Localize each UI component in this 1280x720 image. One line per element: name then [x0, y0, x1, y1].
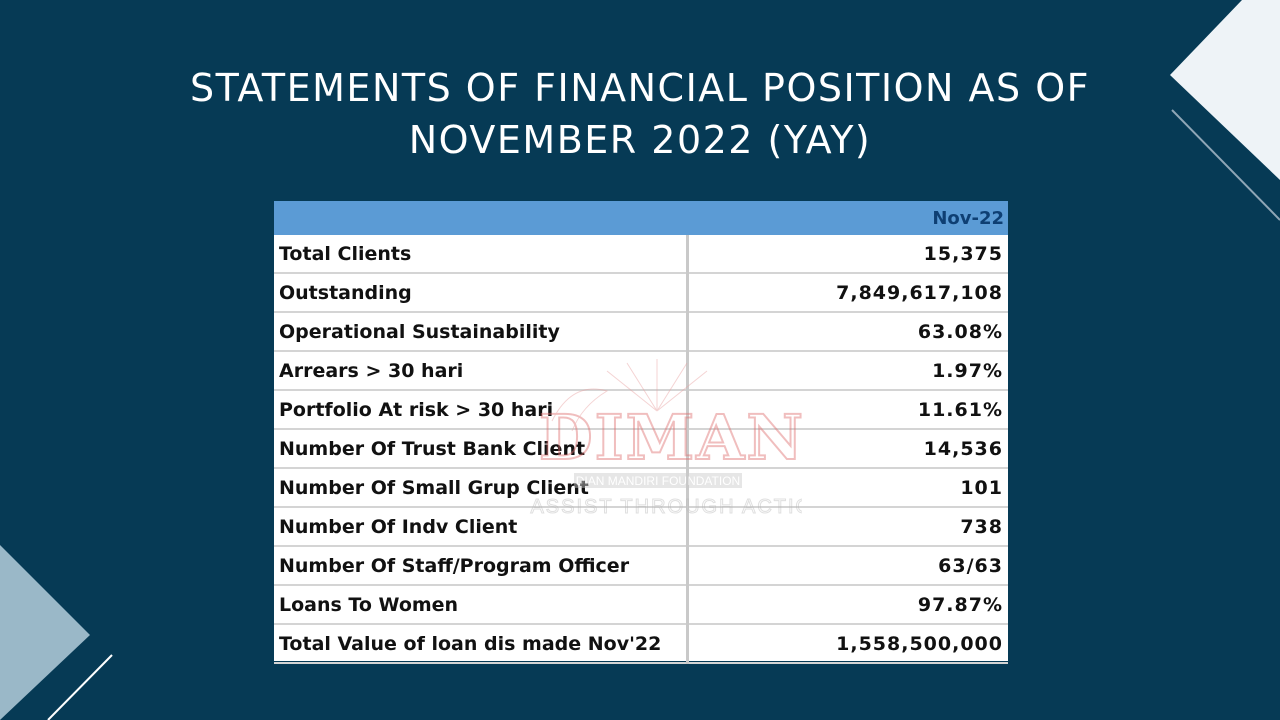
row-value: 738 — [687, 507, 1008, 547]
corner-decoration-bottom-left — [0, 545, 113, 720]
slide-title: STATEMENTS OF FINANCIAL POSITION AS OF N… — [190, 66, 1090, 162]
table-row: Number Of Indv Client 738 — [274, 507, 1008, 547]
financial-table-container: Nov-22 Total Clients 15,375 Outstanding … — [274, 201, 1008, 664]
table-row: Total Value of loan dis made Nov'22 1,55… — [274, 624, 1008, 664]
row-label: Number Of Staff/Program Officer — [274, 546, 689, 586]
financial-position-table: Nov-22 Total Clients 15,375 Outstanding … — [274, 201, 1008, 664]
row-value: 97.87% — [687, 585, 1008, 625]
row-value: 1.97% — [687, 351, 1008, 391]
header-blank-cell — [274, 201, 688, 235]
table-row: Loans To Women 97.87% — [274, 585, 1008, 625]
table-row: Number Of Staff/Program Officer 63/63 — [274, 546, 1008, 586]
row-label: Outstanding — [274, 273, 689, 313]
row-label: Operational Sustainability — [274, 312, 689, 352]
column-header-nov-22: Nov-22 — [687, 201, 1008, 235]
row-label: Portfolio At risk > 30 hari — [274, 390, 689, 430]
row-value: 63.08% — [687, 312, 1008, 352]
table-row: Portfolio At risk > 30 hari 11.61% — [274, 390, 1008, 430]
row-label: Number Of Small Grup Client — [274, 468, 689, 508]
row-label: Loans To Women — [274, 585, 689, 625]
row-label: Arrears > 30 hari — [274, 351, 689, 391]
table-row: Outstanding 7,849,617,108 — [274, 273, 1008, 313]
row-value: 11.61% — [687, 390, 1008, 430]
corner-decoration-top-right — [1170, 0, 1280, 221]
row-value: 63/63 — [687, 546, 1008, 586]
row-value: 7,849,617,108 — [687, 273, 1008, 313]
row-value: 101 — [687, 468, 1008, 508]
table-row: Arrears > 30 hari 1.97% — [274, 351, 1008, 391]
row-label: Number Of Indv Client — [274, 507, 689, 547]
table-row: Number Of Trust Bank Client 14,536 — [274, 429, 1008, 469]
table-row: Operational Sustainability 63.08% — [274, 312, 1008, 352]
table-row: Total Clients 15,375 — [274, 235, 1008, 274]
row-value: 14,536 — [687, 429, 1008, 469]
row-label: Number Of Trust Bank Client — [274, 429, 689, 469]
row-label: Total Clients — [274, 235, 689, 274]
table-header-row: Nov-22 — [274, 201, 1008, 235]
row-value: 1,558,500,000 — [687, 624, 1008, 664]
table-row: Number Of Small Grup Client 101 — [274, 468, 1008, 508]
row-label: Total Value of loan dis made Nov'22 — [274, 624, 689, 664]
row-value: 15,375 — [687, 235, 1008, 274]
